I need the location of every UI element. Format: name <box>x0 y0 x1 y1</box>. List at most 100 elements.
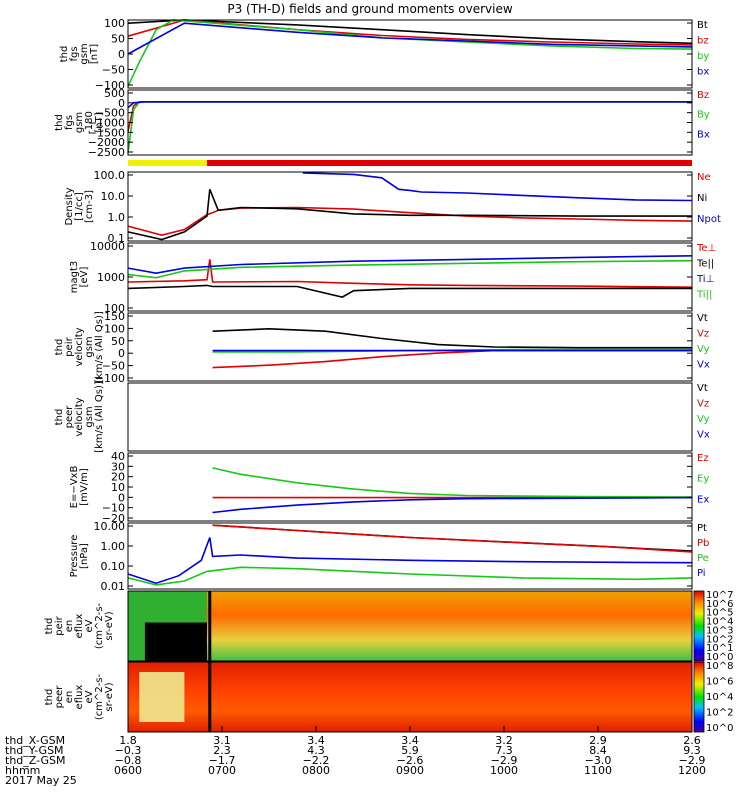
y-tick-label: 40 <box>111 450 125 463</box>
x-tick-label: −0.8 <box>115 754 142 767</box>
y-axis-label: [mV/m] <box>79 468 90 506</box>
colorbar-tick-label: 10^0 <box>706 652 733 663</box>
x-tick-label: 8.4 <box>589 744 607 757</box>
y-tick-label: −10 <box>102 502 125 515</box>
y-tick-label: 10.0 <box>101 190 126 203</box>
x-tick-label: −1.7 <box>209 754 236 767</box>
y-axis-label: peer <box>64 405 75 429</box>
colorbar-tick-label: 10^6 <box>706 599 733 610</box>
y-axis-label: thd <box>54 409 65 426</box>
x-tick-label: −2.9 <box>679 754 706 767</box>
y-axis-label: en <box>64 620 75 633</box>
y-tick-label: −100 <box>95 372 125 385</box>
legend-Vy: Vy <box>697 414 710 425</box>
series-line-Ti|| <box>127 259 693 279</box>
colorbar-tick-label: 10^8 <box>706 661 733 672</box>
legend-Pe: Pe <box>697 553 709 564</box>
y-tick-label: −20 <box>102 512 125 525</box>
x-tick-label: 2.3 <box>213 744 231 757</box>
colorbar-tick-label: 10^5 <box>706 608 733 619</box>
y-tick-label: 150 <box>104 310 125 323</box>
y-axis-label: [cm-3] <box>84 190 95 223</box>
y-axis-label: gsm <box>79 43 90 64</box>
series-line-Bz <box>127 101 692 132</box>
y-axis-label: velocity <box>74 397 85 436</box>
legend-bx: bx <box>697 67 709 78</box>
y-tick-label: 30 <box>111 460 125 473</box>
legend-Bz: Bz <box>697 90 709 101</box>
y-axis-label: (cm^2-s- <box>94 673 105 720</box>
colorbar-tick-label: 10^4 <box>706 692 733 703</box>
x-tick-label: 3.2 <box>495 734 513 747</box>
y-tick-label: −2000 <box>88 136 125 149</box>
y-axis-label: thd <box>54 114 65 131</box>
panel-fgs_gsm: 100 50 0 −50 −100 Bt bz by bx thd fgs gsm [nT] <box>59 17 709 92</box>
legend-Bt: Bt <box>697 20 708 31</box>
y-axis-label: Density <box>64 187 75 225</box>
x-tick-label: −0.3 <box>115 744 142 757</box>
spectrogram-peir_spectrogram <box>128 591 692 661</box>
panel-frame <box>127 452 693 522</box>
legend-Pb: Pb <box>697 538 709 549</box>
panel-frame <box>127 312 693 382</box>
series-line-Pb <box>212 524 693 553</box>
y-axis-label: Pressure <box>69 535 80 578</box>
x-axis-row-label: 2017 May 25 <box>5 774 77 787</box>
spectrogram-black-region <box>144 622 207 661</box>
x-tick-label: −3.0 <box>585 754 612 767</box>
y-tick-label: 100.0 <box>94 169 126 182</box>
x-tick-label: −2.9 <box>491 754 518 767</box>
legend-Ti⊥: Ti⊥ <box>696 274 714 285</box>
chart-title: P3 (TH-D) fields and ground moments over… <box>227 2 512 16</box>
y-axis-label: eV <box>84 619 95 632</box>
panel-peer_velocity: Vt Vz Vy Vx thd peer velocity gsm [km/s (All Qs)… <box>54 381 710 453</box>
x-tick-label: 1000 <box>490 764 518 777</box>
y-axis-label: peir <box>54 615 65 635</box>
y-tick-label: 0.10 <box>101 560 126 573</box>
panel-density: 100.0 10.0 1.0 0.1 Ne Ni Npot Density [1/cc] [cm-… <box>64 169 721 245</box>
x-axis-row-label: thd_Y-GSM <box>5 744 64 757</box>
y-axis-label: -180 <box>84 111 95 134</box>
panel-temperature: 10000 1000 100 Te⊥ Te|| Ti⊥ Ti|| magt3 [eV] <box>69 240 716 315</box>
series-line-Te⊥ <box>127 259 693 288</box>
x-tick-label: 7.3 <box>495 744 513 757</box>
y-axis-label: eflux <box>74 614 85 639</box>
y-axis-label: thd <box>44 618 55 635</box>
spectrogram-yellow-region <box>139 672 185 722</box>
y-tick-label: 50 <box>111 33 125 46</box>
colorbar-tick-label: 10^2 <box>706 634 733 645</box>
series-line-Bx <box>127 101 692 109</box>
mode-bar-segment <box>128 160 207 166</box>
panel-frame <box>127 242 693 312</box>
y-axis-label: [nT] <box>94 112 105 132</box>
panel-frame <box>127 590 693 662</box>
y-tick-label: −2500 <box>88 146 125 159</box>
x-tick-label: 1200 <box>678 764 706 777</box>
legend-Ex: Ex <box>697 494 709 505</box>
x-tick-label: 3.4 <box>401 734 419 747</box>
y-tick-label: 0 <box>118 97 125 110</box>
series-line-By <box>127 101 692 154</box>
x-tick-label: 4.3 <box>307 744 325 757</box>
y-tick-label: −50 <box>102 360 125 373</box>
y-tick-label: −500 <box>95 107 125 120</box>
legend-Vz: Vz <box>697 399 709 410</box>
series-line-Ni <box>127 189 692 241</box>
series-line-Ti⊥ <box>127 255 693 275</box>
series-line-Ex <box>212 496 693 514</box>
panel-frame <box>127 522 693 590</box>
legend-Ez: Ez <box>697 453 709 464</box>
y-tick-label: −1500 <box>88 126 125 139</box>
y-axis-label: peir <box>64 336 75 356</box>
y-axis-label: eV <box>84 690 95 703</box>
x-tick-label: 9.3 <box>683 744 701 757</box>
y-axis-label: thd <box>54 339 65 356</box>
y-tick-label: 100 <box>104 17 125 30</box>
x-tick-label: 0800 <box>302 764 330 777</box>
y-axis-label: sr-eV) <box>104 611 115 640</box>
colorbar-peir_spectrogram: 10^710^610^510^410^310^210^110^0 <box>693 590 733 663</box>
legend-Pi: Pi <box>697 568 706 579</box>
y-axis-label: thd <box>44 689 55 706</box>
